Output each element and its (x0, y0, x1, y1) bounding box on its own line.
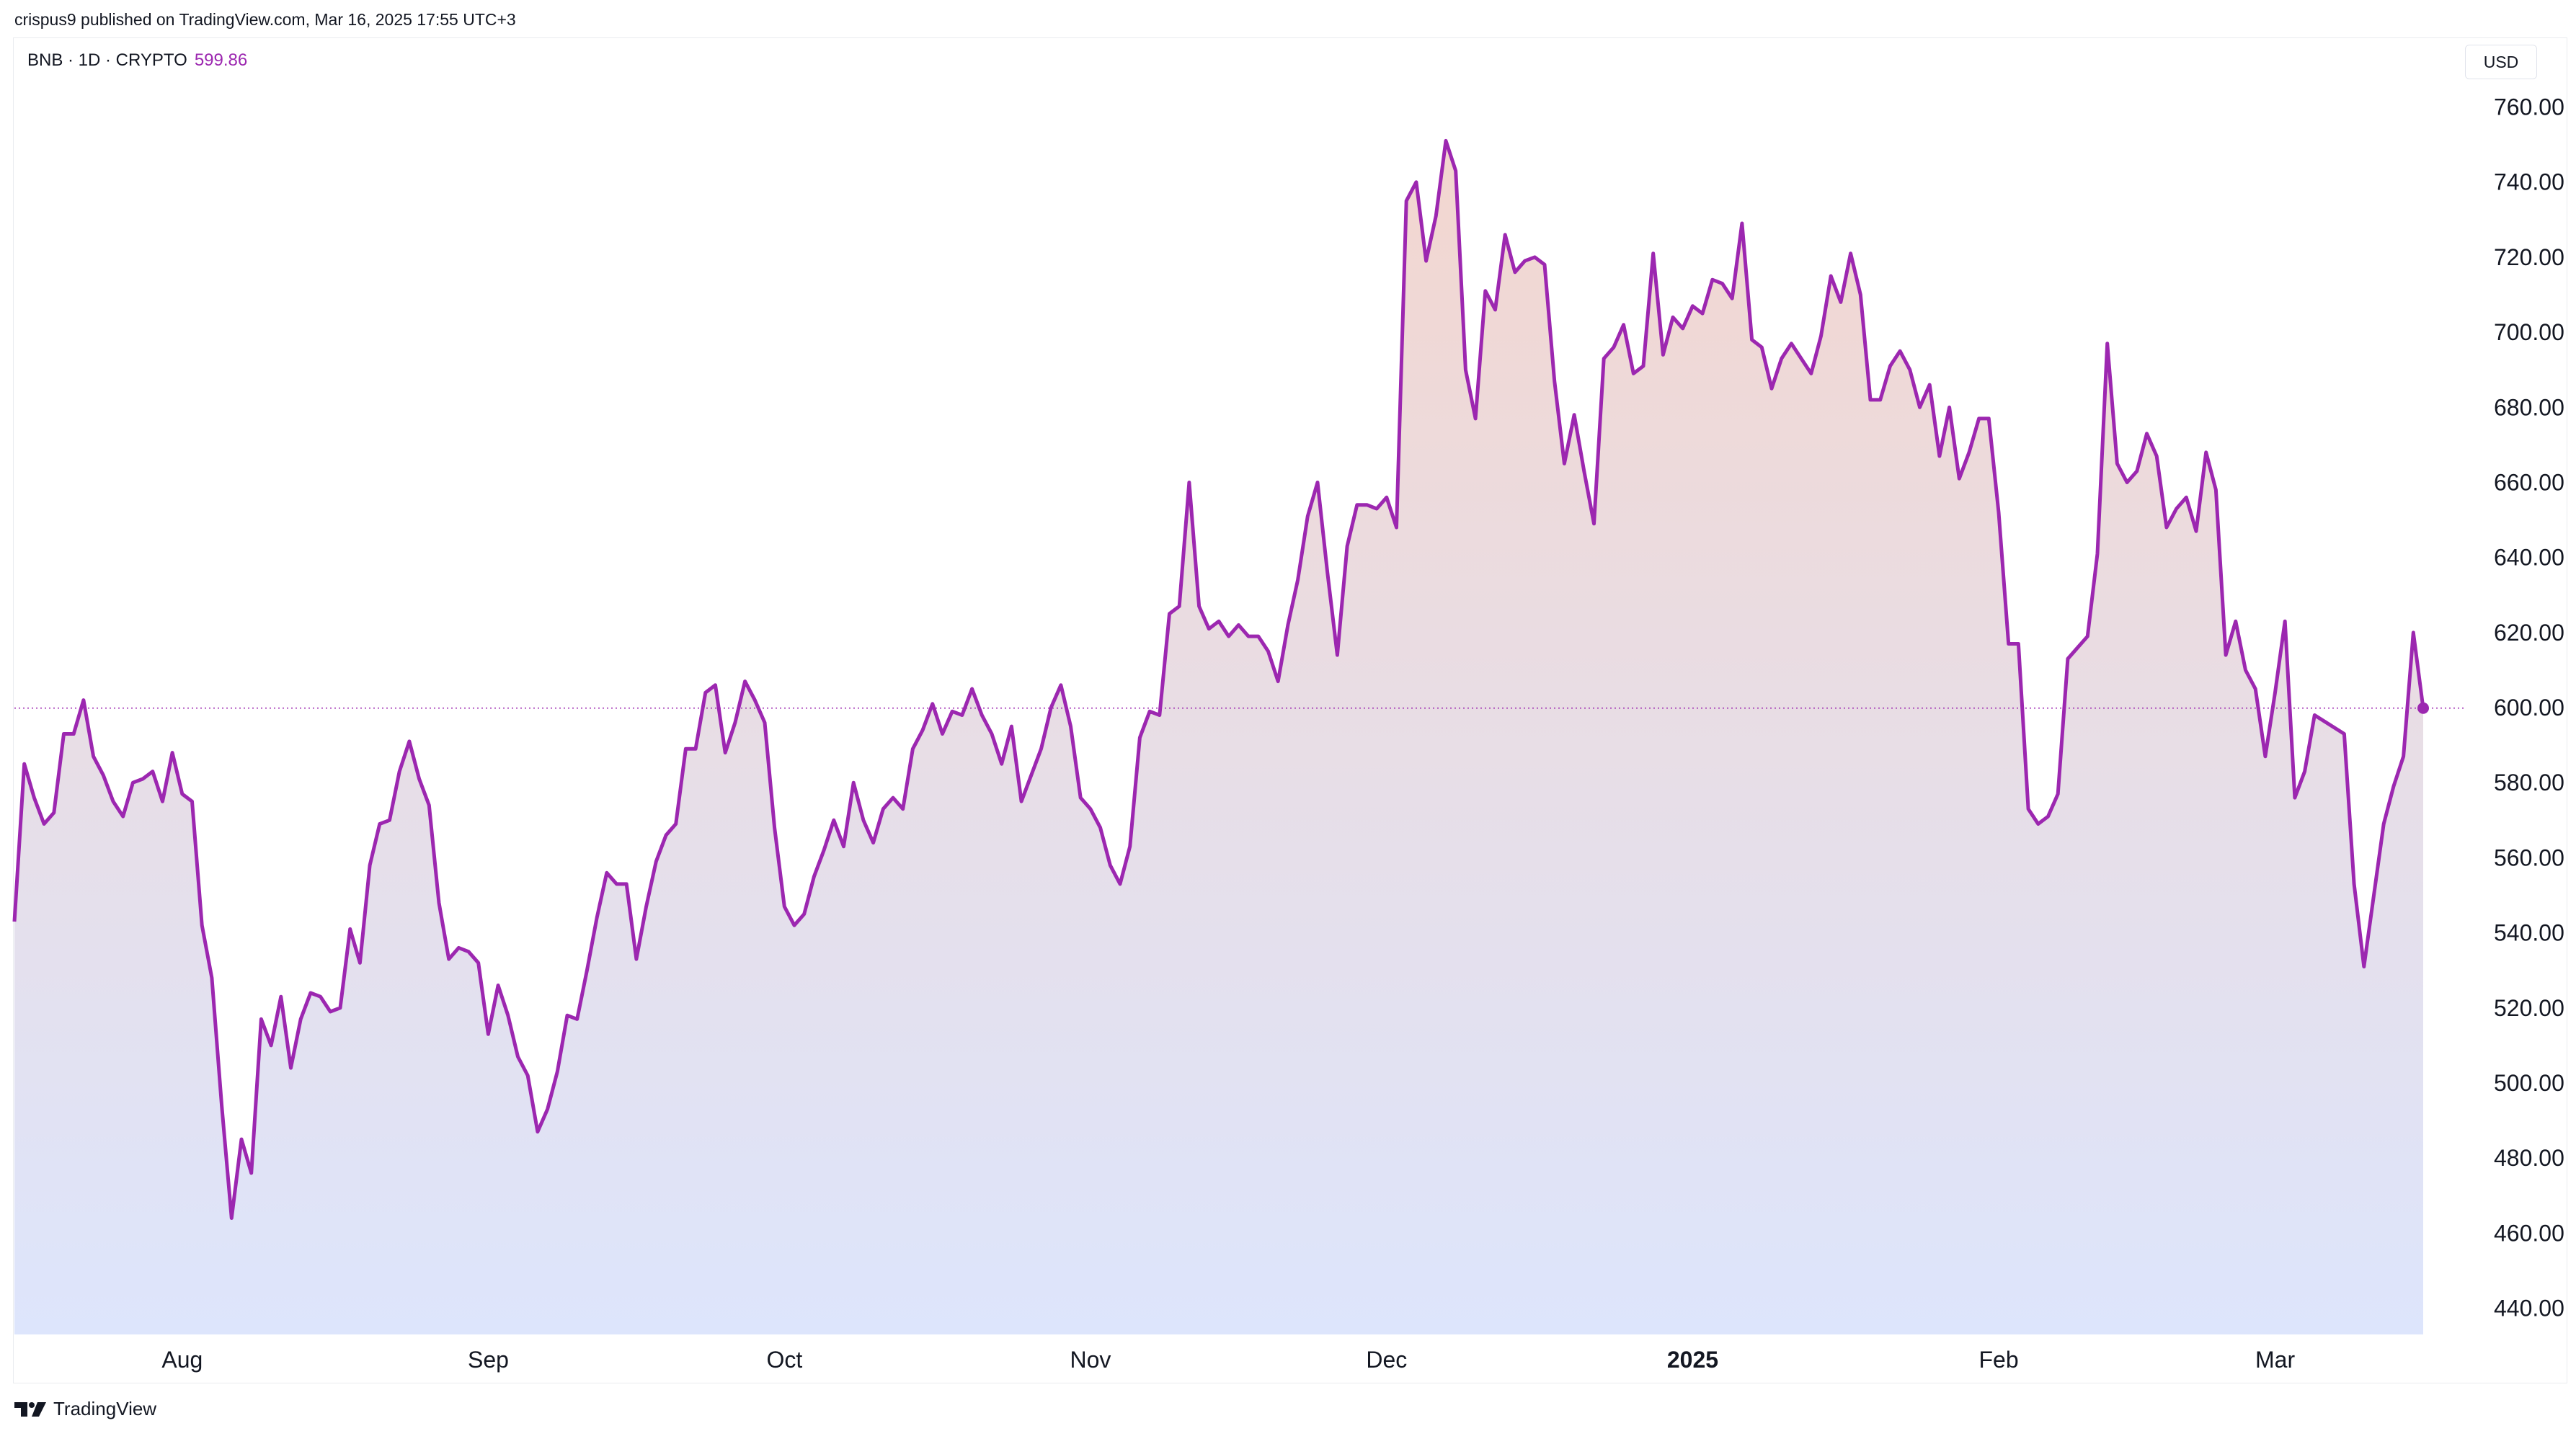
x-tick-label: Mar (2255, 1347, 2295, 1373)
y-tick-label: 620.00 (2494, 620, 2564, 646)
chart-frame[interactable] (13, 37, 2567, 1383)
y-tick-label: 520.00 (2494, 995, 2564, 1021)
currency-button[interactable]: USD (2465, 45, 2537, 79)
y-tick-label: 500.00 (2494, 1070, 2564, 1096)
y-tick-label: 540.00 (2494, 920, 2564, 946)
price-line-series[interactable] (12, 138, 2425, 1220)
x-tick-label: Feb (1978, 1347, 2018, 1373)
tradingview-logo-icon (14, 1401, 46, 1417)
y-tick-label: 660.00 (2494, 469, 2564, 495)
x-tick-label: Sep (468, 1347, 509, 1373)
brand-name: TradingView (53, 1398, 157, 1419)
x-tick-label: 2025 (1667, 1347, 1718, 1373)
x-tick-label: Dec (1366, 1347, 1407, 1373)
y-tick-label: 480.00 (2494, 1145, 2564, 1171)
y-tick-label: 460.00 (2494, 1220, 2564, 1246)
publish-info: crispus9 published on TradingView.com, M… (14, 10, 516, 29)
y-tick-label: 700.00 (2494, 319, 2564, 345)
y-tick-label: 760.00 (2494, 94, 2564, 120)
y-tick-label: 440.00 (2494, 1296, 2564, 1321)
tradingview-brand[interactable]: TradingView (14, 1398, 156, 1420)
last-price: 599.86 (194, 50, 248, 70)
y-tick-label: 740.00 (2494, 169, 2564, 195)
y-tick-label: 580.00 (2494, 770, 2564, 795)
x-tick-label: Aug (161, 1347, 203, 1373)
y-tick-label: 680.00 (2494, 394, 2564, 420)
symbol-legend[interactable]: BNB · 1D · CRYPTO 599.86 (27, 50, 247, 71)
x-tick-label: Nov (1070, 1347, 1111, 1373)
y-tick-label: 560.00 (2494, 844, 2564, 870)
x-tick-label: Oct (766, 1347, 802, 1373)
y-tick-label: 600.00 (2494, 695, 2564, 721)
price-area-fill (14, 141, 2423, 1334)
symbol-label: BNB · 1D · CRYPTO (27, 50, 187, 70)
y-tick-label: 720.00 (2494, 244, 2564, 270)
y-tick-label: 640.00 (2494, 545, 2564, 571)
